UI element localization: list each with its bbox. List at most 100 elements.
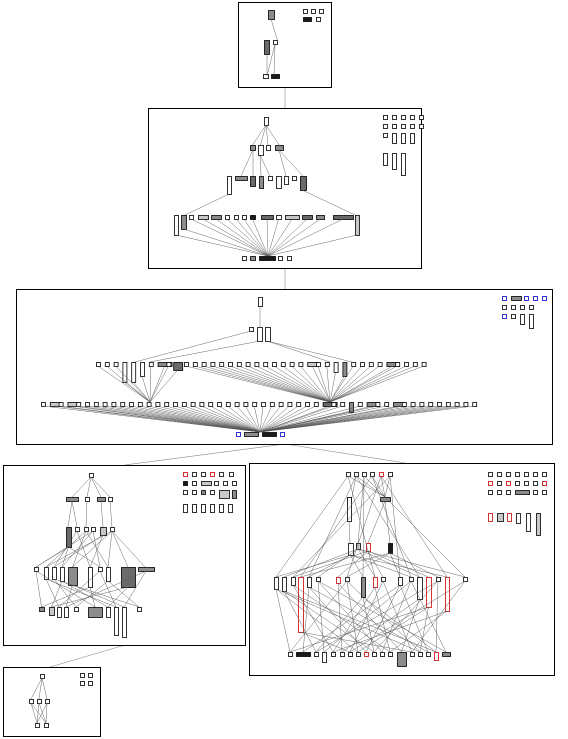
graph-edge — [185, 365, 331, 403]
graph-edge — [89, 534, 104, 568]
graph-edge — [259, 405, 360, 433]
graph-edge — [371, 475, 412, 578]
graph-node — [173, 362, 184, 371]
graph-edge — [107, 580, 140, 608]
graph-node — [526, 513, 531, 532]
graph-edge — [389, 475, 401, 578]
graph-edge — [130, 405, 261, 433]
graph-node — [236, 362, 242, 367]
graph-panel-5[interactable] — [249, 463, 555, 676]
graph-edge — [65, 584, 73, 608]
graph-node — [122, 607, 127, 638]
graph-node — [259, 256, 276, 261]
graph-edge — [301, 189, 356, 216]
graph-node — [418, 652, 423, 657]
graph-node — [276, 176, 282, 189]
graph-node — [314, 652, 319, 657]
graph-node — [272, 362, 277, 367]
graph-node — [93, 402, 99, 407]
graph-node — [219, 362, 225, 367]
graph-edge — [273, 43, 276, 77]
graph-node — [419, 115, 424, 120]
graph-edge — [260, 124, 267, 146]
graph-panel-2[interactable] — [148, 108, 424, 269]
graph-edge — [149, 340, 261, 363]
graph-edge — [283, 590, 375, 653]
graph-node — [268, 10, 275, 20]
graph-edge — [346, 580, 359, 653]
graph-edge — [349, 580, 466, 653]
graph-node — [488, 513, 493, 522]
graph-edge — [382, 580, 413, 653]
graph-edge — [266, 340, 331, 363]
graph-node — [49, 607, 55, 616]
graph-edge — [71, 476, 92, 498]
graph-node — [542, 472, 547, 477]
graph-node — [536, 513, 541, 536]
graph-node — [111, 402, 117, 407]
graph-node — [381, 577, 386, 582]
graph-edge — [259, 405, 281, 433]
graph-edge — [355, 475, 386, 498]
graph-edge — [259, 154, 271, 177]
graph-node — [263, 74, 269, 79]
graph-edge — [95, 405, 261, 433]
graph-node — [85, 497, 90, 502]
graph-node — [80, 681, 85, 686]
graph-panel-4[interactable] — [3, 465, 246, 646]
graph-edge — [183, 228, 269, 257]
graph-edge — [68, 546, 101, 568]
graph-edge — [252, 124, 267, 146]
graph-edge — [35, 570, 96, 608]
graph-edge — [51, 586, 129, 608]
graph-node — [426, 577, 432, 608]
graph-node — [122, 362, 128, 383]
graph-edge — [362, 475, 365, 578]
graph-edge — [259, 405, 264, 433]
graph-edge — [300, 552, 391, 578]
graph-node — [57, 607, 62, 618]
graph-node — [360, 362, 365, 367]
graph-edge — [61, 546, 69, 568]
graph-edge — [384, 475, 391, 498]
graph-panel-1[interactable] — [238, 2, 332, 88]
graph-edge — [259, 154, 262, 177]
graph-panel-3[interactable] — [16, 289, 553, 445]
graph-node — [324, 362, 330, 367]
graph-edge — [355, 475, 420, 578]
graph-edge — [332, 610, 448, 653]
graph-edge — [149, 365, 169, 403]
graph-node — [300, 176, 307, 191]
graph-node — [346, 472, 351, 477]
graph-node — [336, 577, 341, 584]
graph-node — [164, 402, 170, 407]
graph-edge — [347, 475, 376, 578]
graph-edge — [174, 405, 261, 433]
graph-node — [380, 652, 385, 657]
graph-edge — [275, 588, 291, 653]
graph-edge — [329, 365, 393, 403]
graph-edge — [267, 218, 293, 257]
graph-edge — [259, 405, 308, 433]
graph-node — [98, 567, 103, 572]
graph-edge — [45, 702, 48, 724]
graph-edge — [221, 365, 331, 403]
graph-node — [76, 402, 82, 407]
graph-node — [199, 402, 205, 407]
graph-node — [351, 362, 357, 367]
graph-edge — [278, 149, 287, 177]
graph-node — [208, 402, 214, 407]
graph-edge — [411, 580, 466, 653]
graph-edge — [357, 606, 429, 653]
graph-node — [401, 402, 407, 407]
graph-edge — [292, 475, 391, 578]
graph-panel-6[interactable] — [3, 667, 101, 737]
graph-node — [198, 215, 209, 220]
graph-edge — [362, 596, 437, 653]
graph-node — [254, 362, 260, 367]
graph-edge — [278, 149, 304, 177]
graph-edge — [380, 475, 386, 498]
graph-node — [88, 673, 93, 678]
graph-node — [234, 402, 240, 407]
